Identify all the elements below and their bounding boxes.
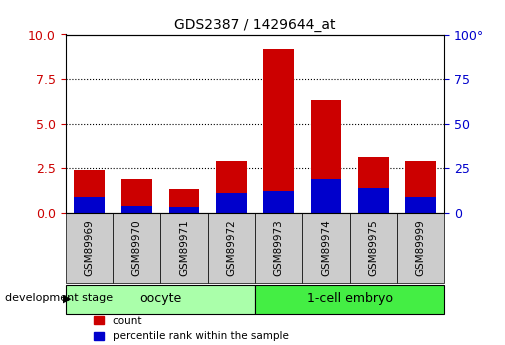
Bar	[358, 157, 389, 213]
Bar	[358, 188, 389, 213]
Text: GSM89972: GSM89972	[226, 219, 236, 276]
Bar	[406, 161, 436, 213]
FancyBboxPatch shape	[397, 213, 444, 283]
Bar	[216, 161, 247, 213]
Bar	[406, 197, 436, 213]
FancyBboxPatch shape	[208, 213, 255, 283]
Bar	[311, 100, 341, 213]
FancyBboxPatch shape	[349, 213, 397, 283]
Text: 1-cell embryo: 1-cell embryo	[307, 292, 393, 305]
Text: GSM89970: GSM89970	[132, 219, 142, 276]
Text: development stage: development stage	[5, 294, 113, 303]
FancyBboxPatch shape	[113, 213, 161, 283]
Text: GSM89973: GSM89973	[274, 219, 284, 276]
Bar	[263, 191, 294, 213]
FancyBboxPatch shape	[66, 213, 113, 283]
Bar	[121, 179, 152, 213]
FancyBboxPatch shape	[66, 285, 255, 314]
Bar	[263, 49, 294, 213]
Text: GSM89999: GSM89999	[416, 219, 426, 276]
Bar	[311, 179, 341, 213]
Text: ▶: ▶	[63, 294, 72, 303]
Text: GSM89974: GSM89974	[321, 219, 331, 276]
FancyBboxPatch shape	[302, 213, 349, 283]
Bar	[121, 206, 152, 213]
Bar	[169, 189, 199, 213]
FancyBboxPatch shape	[255, 285, 444, 314]
Text: oocyte: oocyte	[139, 292, 181, 305]
Bar	[74, 197, 105, 213]
Bar	[169, 207, 199, 213]
Legend: count, percentile rank within the sample: count, percentile rank within the sample	[90, 312, 293, 345]
FancyBboxPatch shape	[161, 213, 208, 283]
Bar	[74, 170, 105, 213]
FancyBboxPatch shape	[255, 213, 302, 283]
Text: GSM89975: GSM89975	[368, 219, 378, 276]
Title: GDS2387 / 1429644_at: GDS2387 / 1429644_at	[174, 18, 336, 32]
Text: GSM89971: GSM89971	[179, 219, 189, 276]
Bar	[216, 193, 247, 213]
Text: GSM89969: GSM89969	[84, 219, 94, 276]
